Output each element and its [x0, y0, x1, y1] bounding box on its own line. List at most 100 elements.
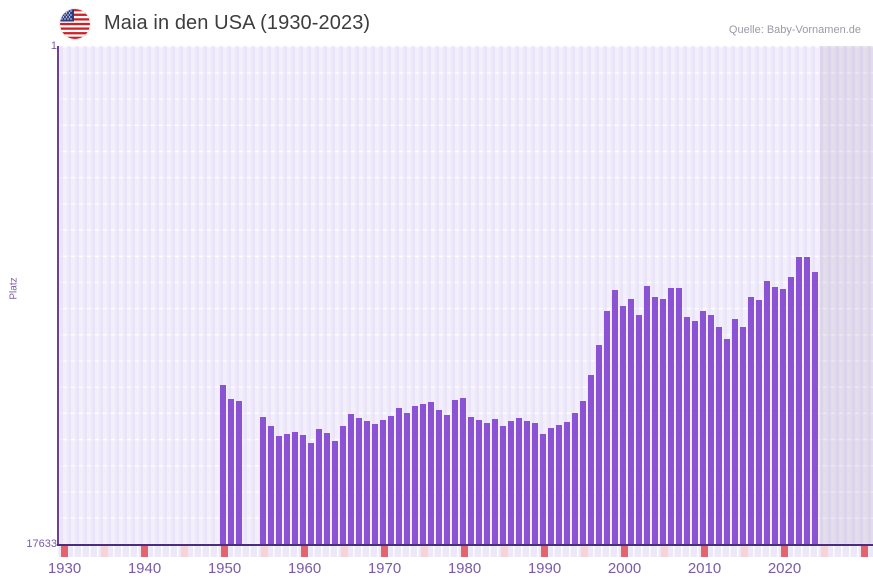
x-axis-label-2010: 2010 [687, 560, 722, 577]
x-tick-7 [341, 546, 348, 557]
bar-2001[interactable] [644, 286, 650, 545]
bar-1970[interactable] [396, 408, 402, 545]
bar-2016[interactable] [764, 281, 770, 545]
bar-1955[interactable] [276, 436, 282, 545]
bar-1994[interactable] [588, 375, 594, 545]
plot-area [57, 46, 873, 545]
bar-2012[interactable] [732, 319, 738, 545]
bar-1973[interactable] [420, 404, 426, 545]
bar-2015[interactable] [756, 300, 762, 545]
bar-1950[interactable] [236, 401, 242, 545]
bar-1986[interactable] [524, 421, 530, 545]
bar-2022[interactable] [812, 272, 818, 545]
x-axis-label-1990: 1990 [527, 560, 562, 577]
bar-1982[interactable] [492, 419, 498, 545]
x-tick-13 [581, 546, 588, 557]
bar-2018[interactable] [780, 289, 786, 545]
bar-1954[interactable] [268, 426, 274, 545]
bar-1972[interactable] [412, 406, 418, 545]
bar-1953[interactable] [260, 417, 266, 545]
x-axis-tick-strip [57, 546, 873, 557]
bar-2021[interactable] [804, 257, 810, 545]
bar-2008[interactable] [700, 311, 706, 545]
x-tick-12 [541, 546, 548, 557]
bar-1966[interactable] [364, 421, 370, 545]
bar-1977[interactable] [452, 400, 458, 545]
bar-1984[interactable] [508, 421, 514, 545]
x-tick-18 [781, 546, 788, 557]
bar-1965[interactable] [356, 418, 362, 545]
bar-1960[interactable] [316, 429, 322, 545]
bar-1987[interactable] [532, 423, 538, 545]
bar-1979[interactable] [468, 417, 474, 545]
bar-1964[interactable] [348, 414, 354, 545]
x-tick-15 [661, 546, 668, 557]
bar-2007[interactable] [692, 321, 698, 545]
x-axis-label-2000: 2000 [607, 560, 642, 577]
bar-1991[interactable] [564, 422, 570, 545]
bar-1962[interactable] [332, 441, 338, 545]
bar-1976[interactable] [444, 415, 450, 545]
bar-1974[interactable] [428, 402, 434, 545]
bar-2003[interactable] [660, 299, 666, 545]
bar-1969[interactable] [388, 416, 394, 545]
bar-2019[interactable] [788, 277, 794, 545]
x-tick-5 [261, 546, 268, 557]
bar-1967[interactable] [372, 424, 378, 545]
bar-2009[interactable] [708, 315, 714, 545]
bar-1993[interactable] [580, 401, 586, 545]
bar-1995[interactable] [596, 345, 602, 545]
bar-2002[interactable] [652, 297, 658, 545]
x-axis-label-1950: 1950 [207, 560, 242, 577]
y-axis-top-tick-label: 1 [50, 40, 57, 52]
bar-1971[interactable] [404, 413, 410, 545]
bar-1997[interactable] [612, 290, 618, 545]
x-axis-label-1940: 1940 [127, 560, 162, 577]
us-flag-icon [60, 9, 90, 39]
x-tick-8 [381, 546, 388, 557]
bar-2000[interactable] [636, 315, 642, 545]
bar-1957[interactable] [292, 432, 298, 545]
y-axis-bottom-tick-label: 17633 [26, 538, 57, 550]
bar-1989[interactable] [548, 428, 554, 545]
bar-1958[interactable] [300, 435, 306, 545]
bar-1978[interactable] [460, 398, 466, 545]
bar-1963[interactable] [340, 426, 346, 545]
bar-1996[interactable] [604, 311, 610, 545]
bar-1980[interactable] [476, 420, 482, 545]
bar-1961[interactable] [324, 433, 330, 545]
bar-1959[interactable] [308, 443, 314, 545]
bar-2011[interactable] [724, 339, 730, 545]
x-axis-label-1980: 1980 [447, 560, 482, 577]
bar-2010[interactable] [716, 327, 722, 545]
bar-1998[interactable] [620, 306, 626, 545]
bar-2006[interactable] [684, 317, 690, 545]
bar-1988[interactable] [540, 434, 546, 545]
x-tick-1 [101, 546, 108, 557]
source-label: Quelle: Baby-Vornamen.de [728, 24, 861, 36]
bar-1992[interactable] [572, 413, 578, 545]
bar-2014[interactable] [748, 297, 754, 545]
bar-2004[interactable] [668, 288, 674, 545]
x-axis-label-2020: 2020 [767, 560, 802, 577]
bar-1985[interactable] [516, 418, 522, 545]
bar-1990[interactable] [556, 425, 562, 545]
y-axis-title: Platz [8, 277, 20, 300]
bar-1999[interactable] [628, 299, 634, 545]
x-axis-tick-labels: 1930 1940 1950 1960 1970 1980 1990 2000 2010 2020 [0, 560, 873, 587]
bar-2013[interactable] [740, 327, 746, 545]
x-tick-20 [861, 546, 868, 557]
x-tick-0 [61, 546, 68, 557]
bar-1948[interactable] [220, 385, 226, 545]
bar-1949[interactable] [228, 399, 234, 545]
bar-2020[interactable] [796, 257, 802, 545]
bar-1956[interactable] [284, 434, 290, 545]
bar-2017[interactable] [772, 287, 778, 545]
x-axis-baseline [57, 544, 873, 546]
x-tick-4 [221, 546, 228, 557]
bar-1968[interactable] [380, 420, 386, 545]
bar-2005[interactable] [676, 288, 682, 545]
bar-1975[interactable] [436, 410, 442, 545]
bar-1983[interactable] [500, 426, 506, 545]
bar-1981[interactable] [484, 423, 490, 545]
